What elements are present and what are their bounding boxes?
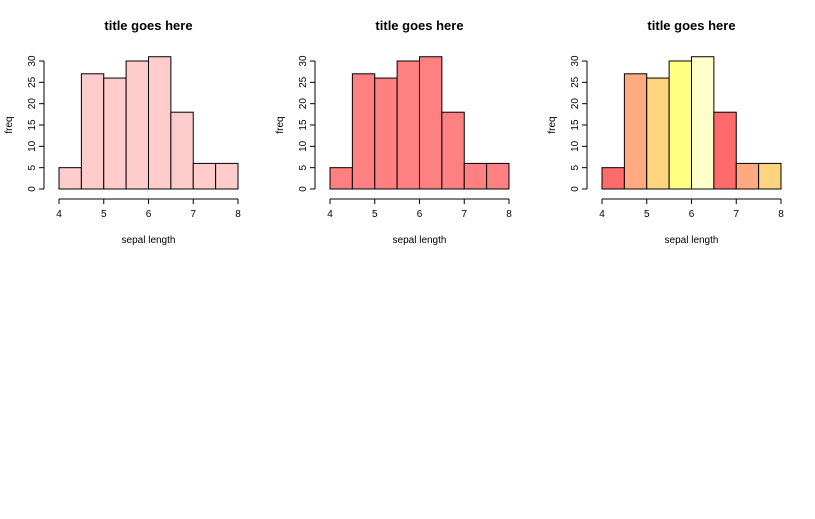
x-tick-label: 7 <box>190 209 196 220</box>
y-tick-label: 30 <box>27 55 38 67</box>
chart-title: title goes here <box>647 18 735 33</box>
x-tick-label: 6 <box>417 209 423 220</box>
histogram-bar <box>758 162 782 190</box>
x-axis: 4 5 6 7 8 <box>56 198 241 220</box>
x-axis-label: sepal length <box>665 235 719 246</box>
y-tick-label: 0 <box>570 186 581 192</box>
y-tick-label: 15 <box>298 119 309 131</box>
y-tick-label: 0 <box>27 186 38 192</box>
chart-title: title goes here <box>375 18 463 33</box>
x-tick-label: 4 <box>599 209 605 220</box>
x-tick-label: 8 <box>235 209 241 220</box>
histogram-bar <box>601 167 625 190</box>
y-tick-label: 20 <box>570 98 581 110</box>
y-tick-label: 5 <box>27 164 38 170</box>
histogram-bar <box>441 111 465 190</box>
y-axis-label: freq <box>275 116 286 133</box>
y-tick-label: 20 <box>298 98 309 110</box>
y-tick-label: 25 <box>298 76 309 88</box>
x-axis: 4 5 6 7 8 <box>327 198 512 220</box>
histogram-bar <box>735 162 760 190</box>
histogram-bar <box>668 60 692 190</box>
x-tick-label: 8 <box>506 209 512 220</box>
histogram-bar <box>103 77 127 190</box>
histogram-bar <box>623 73 648 190</box>
histogram-bar <box>646 77 670 190</box>
y-tick-label: 20 <box>27 98 38 110</box>
x-axis-label: sepal length <box>122 235 176 246</box>
y-tick-label: 15 <box>27 119 38 131</box>
histogram-bar <box>80 73 105 190</box>
x-tick-label: 4 <box>56 209 62 220</box>
x-tick-label: 6 <box>146 209 152 220</box>
y-axis: 0 5 10 15 20 25 30 <box>570 55 588 192</box>
y-tick-label: 30 <box>570 55 581 67</box>
y-tick-label: 5 <box>298 164 309 170</box>
y-axis: 0 5 10 15 20 25 30 <box>298 55 316 192</box>
histogram-bar <box>148 56 172 190</box>
x-tick-label: 5 <box>101 209 107 220</box>
y-tick-label: 0 <box>298 186 309 192</box>
y-tick-label: 30 <box>298 55 309 67</box>
y-tick-label: 25 <box>570 76 581 88</box>
histogram-bar <box>215 162 239 190</box>
y-tick-label: 10 <box>27 140 38 152</box>
y-tick-label: 15 <box>570 119 581 131</box>
x-tick-label: 7 <box>461 209 467 220</box>
histogram-bar <box>463 162 488 190</box>
x-tick-label: 6 <box>689 209 695 220</box>
x-tick-label: 7 <box>733 209 739 220</box>
x-tick-label: 4 <box>327 209 333 220</box>
y-tick-label: 10 <box>570 140 581 152</box>
y-axis: 0 5 10 15 20 25 30 <box>27 55 45 192</box>
histogram-bar <box>691 56 715 190</box>
x-tick-label: 8 <box>778 209 784 220</box>
histogram-bar <box>192 162 217 190</box>
y-tick-label: 5 <box>570 164 581 170</box>
histogram-bar <box>374 77 398 190</box>
histogram-bar <box>486 162 510 190</box>
histogram-bar <box>419 56 443 190</box>
y-axis-label: freq <box>4 116 15 133</box>
x-tick-label: 5 <box>372 209 378 220</box>
histogram-bar <box>58 167 82 190</box>
x-axis: 4 5 6 7 8 <box>599 198 784 220</box>
histogram-bar <box>125 60 149 190</box>
x-axis-label: sepal length <box>393 235 447 246</box>
y-tick-label: 25 <box>27 76 38 88</box>
chart-title: title goes here <box>104 18 192 33</box>
bar-group <box>601 56 782 190</box>
histogram-bar <box>396 60 420 190</box>
y-axis-label: freq <box>547 116 558 133</box>
histogram-bar <box>351 73 376 190</box>
bar-group <box>329 56 510 190</box>
histogram-bar <box>170 111 194 190</box>
y-tick-label: 10 <box>298 140 309 152</box>
histogram-bar <box>329 167 353 190</box>
bar-group <box>58 56 239 190</box>
x-tick-label: 5 <box>644 209 650 220</box>
histogram-bar <box>713 111 737 190</box>
